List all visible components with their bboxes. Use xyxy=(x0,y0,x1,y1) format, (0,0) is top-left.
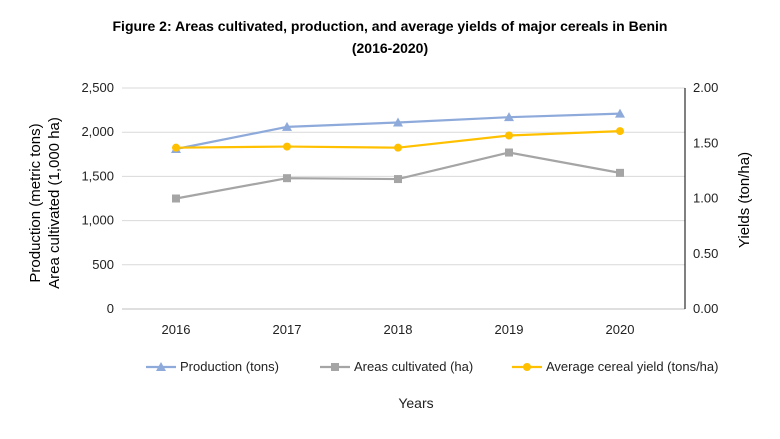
data-point xyxy=(283,142,291,151)
x-tick-label: 2018 xyxy=(384,322,413,337)
data-point xyxy=(504,112,514,122)
gridlines xyxy=(122,87,685,266)
data-point xyxy=(394,175,402,184)
legend-swatch-marker xyxy=(331,363,339,371)
data-point xyxy=(505,131,513,140)
y-axis-left-label-line2: Area cultivated (1,000 ha) xyxy=(46,117,63,289)
data-point xyxy=(505,148,513,157)
legend-label: Production (tons) xyxy=(180,359,279,374)
y-axis-left-label-line1: Production (metric tons) xyxy=(27,123,44,282)
y-left-tick-label: 0 xyxy=(107,301,114,316)
y-left-tick-label: 1,000 xyxy=(81,213,114,228)
data-point xyxy=(616,127,624,136)
data-point xyxy=(283,174,291,183)
data-point xyxy=(394,143,402,152)
chart-title-line2: (2016-2020) xyxy=(351,40,429,56)
legend: Production (tons) Areas cultivated (ha) Av… xyxy=(146,359,718,374)
x-tick-label: 2017 xyxy=(273,322,302,337)
data-point xyxy=(172,143,180,152)
x-axis-label: Years xyxy=(398,395,433,411)
y-right-tick-label: 1.50 xyxy=(693,135,718,150)
axes: 0 500 1,000 1,500 2,000 2,500 0.00 0.50 1.00 1.50… xyxy=(81,80,718,337)
legend-swatch-marker xyxy=(156,362,166,371)
y-left-tick-label: 2,500 xyxy=(81,80,114,95)
data-point xyxy=(282,121,292,131)
y-right-tick-label: 1.00 xyxy=(693,191,718,206)
y-left-tick-label: 500 xyxy=(92,257,114,272)
x-tick-label: 2019 xyxy=(495,322,524,337)
y-axis-right-label: Yields (ton/ha) xyxy=(736,152,753,248)
axis-labels: Production (metric tons) Area cultivated… xyxy=(27,117,753,411)
legend-swatch-marker xyxy=(523,363,531,371)
legend-label: Average cereal yield (tons/ha) xyxy=(546,359,718,374)
data-point xyxy=(172,194,180,203)
series-group xyxy=(171,108,625,203)
y-left-tick-label: 1,500 xyxy=(81,168,114,183)
x-tick-label: 2016 xyxy=(162,322,191,337)
y-left-tick-label: 2,000 xyxy=(81,124,114,139)
data-point xyxy=(393,117,403,127)
legend-label: Areas cultivated (ha) xyxy=(354,359,473,374)
y-right-tick-label: 0.00 xyxy=(693,301,718,316)
data-point xyxy=(615,108,625,118)
data-point xyxy=(616,168,624,177)
y-right-tick-label: 2.00 xyxy=(693,80,718,95)
y-right-tick-label: 0.50 xyxy=(693,246,718,261)
chart-title-line1: Figure 2: Areas cultivated, production, … xyxy=(112,18,668,34)
x-tick-label: 2020 xyxy=(606,322,635,337)
